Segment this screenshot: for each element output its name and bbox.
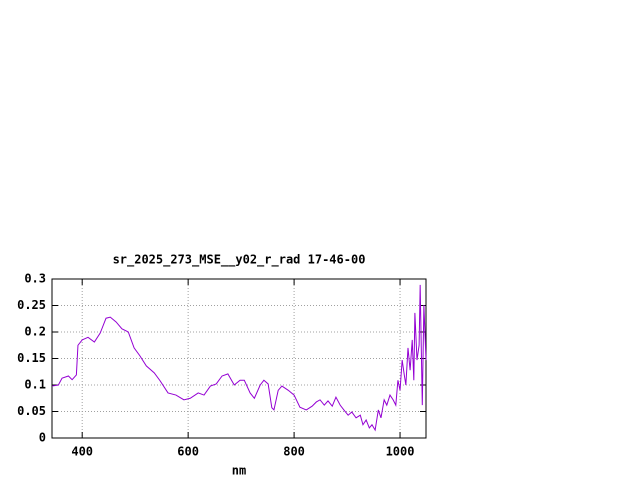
y-tick-label: 0.05 — [17, 404, 46, 418]
y-tick-label: 0.25 — [17, 298, 46, 312]
y-tick-label: 0 — [39, 431, 46, 445]
x-tick-label: 600 — [177, 445, 199, 459]
y-tick-label: 0.15 — [17, 351, 46, 365]
data-line — [51, 284, 427, 432]
x-tick-label: 1000 — [386, 445, 415, 459]
x-tick-label: 800 — [283, 445, 305, 459]
x-axis-label: nm — [232, 464, 246, 478]
y-tick-label: 0.3 — [24, 272, 46, 286]
x-tick-label: 400 — [71, 445, 93, 459]
y-tick-label: 0.2 — [24, 325, 46, 339]
chart-title: sr_2025_273_MSE__y02_r_rad 17-46-00 — [113, 253, 366, 268]
y-tick-label: 0.1 — [24, 378, 46, 392]
